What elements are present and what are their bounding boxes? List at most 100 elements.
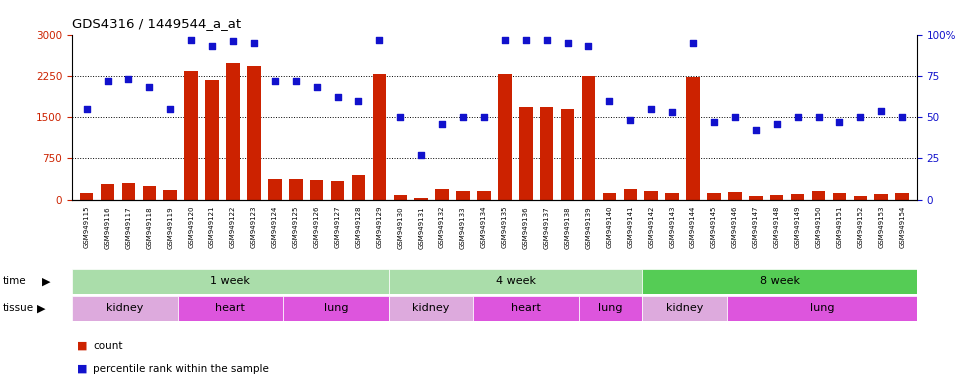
Bar — [227, 63, 240, 200]
Point — [895, 114, 910, 120]
Point — [497, 36, 513, 43]
Bar — [72, 296, 178, 321]
Bar — [644, 192, 658, 200]
Text: kidney: kidney — [413, 303, 449, 313]
Bar — [624, 189, 637, 200]
Point — [476, 114, 492, 120]
Bar — [853, 196, 867, 200]
Bar — [351, 175, 365, 200]
Bar — [163, 190, 177, 200]
Point — [790, 114, 805, 120]
Point — [643, 106, 659, 112]
Text: heart: heart — [215, 303, 246, 313]
Bar — [770, 195, 783, 200]
Text: ▶: ▶ — [42, 276, 51, 286]
Point — [623, 118, 638, 124]
Bar — [812, 191, 826, 200]
Bar — [415, 198, 428, 200]
Bar — [122, 183, 135, 200]
Bar — [80, 193, 93, 200]
Point — [581, 43, 596, 49]
Point — [831, 119, 847, 125]
Point — [350, 98, 366, 104]
Bar — [389, 269, 642, 294]
Bar — [331, 181, 345, 200]
Text: lung: lung — [809, 303, 834, 313]
Bar — [389, 296, 473, 321]
Bar — [579, 296, 642, 321]
Point — [204, 43, 220, 49]
Bar — [519, 107, 533, 200]
Point — [414, 152, 429, 158]
Bar — [289, 179, 302, 200]
Text: GDS4316 / 1449544_a_at: GDS4316 / 1449544_a_at — [72, 17, 241, 30]
Bar — [728, 192, 742, 200]
Point — [79, 106, 94, 112]
Text: kidney: kidney — [666, 303, 703, 313]
Bar — [540, 107, 554, 200]
Point — [852, 114, 868, 120]
Bar — [665, 192, 679, 200]
Bar — [561, 109, 574, 200]
Bar — [310, 180, 324, 200]
Bar — [372, 74, 386, 200]
Bar — [473, 296, 579, 321]
Point — [142, 84, 157, 91]
Bar — [708, 193, 721, 200]
Text: tissue: tissue — [3, 303, 34, 313]
Point — [100, 78, 115, 84]
Bar — [498, 74, 512, 200]
Point — [727, 114, 742, 120]
Point — [393, 114, 408, 120]
Point — [664, 109, 680, 115]
Point — [372, 36, 387, 43]
Bar — [205, 80, 219, 200]
Point — [121, 76, 136, 82]
Text: 8 week: 8 week — [759, 276, 800, 286]
Bar — [184, 71, 198, 200]
Point — [769, 121, 784, 127]
Text: ▶: ▶ — [36, 303, 45, 313]
Bar — [603, 193, 616, 200]
Bar — [435, 189, 449, 200]
Bar — [283, 296, 389, 321]
Text: time: time — [3, 276, 27, 286]
Point — [811, 114, 827, 120]
Point — [602, 98, 617, 104]
Text: lung: lung — [324, 303, 348, 313]
Text: count: count — [93, 341, 123, 351]
Point — [874, 108, 889, 114]
Bar — [832, 193, 846, 200]
Point — [560, 40, 575, 46]
Bar — [178, 296, 283, 321]
Point — [162, 106, 178, 112]
Point — [748, 127, 763, 133]
Text: ■: ■ — [77, 341, 87, 351]
Bar — [642, 296, 727, 321]
Bar — [749, 196, 762, 200]
Point — [455, 114, 470, 120]
Point — [685, 40, 701, 46]
Bar — [896, 193, 909, 200]
Point — [247, 40, 262, 46]
Bar — [394, 195, 407, 200]
Point — [518, 36, 534, 43]
Bar — [875, 194, 888, 200]
Text: heart: heart — [511, 303, 541, 313]
Point — [309, 84, 324, 91]
Bar — [686, 77, 700, 200]
Bar — [791, 194, 804, 200]
Point — [435, 121, 450, 127]
Text: 1 week: 1 week — [210, 276, 251, 286]
Point — [707, 119, 722, 125]
Point — [183, 36, 199, 43]
Bar — [268, 179, 281, 200]
Bar — [72, 269, 389, 294]
Point — [330, 94, 346, 100]
Bar — [477, 192, 491, 200]
Text: lung: lung — [598, 303, 623, 313]
Point — [288, 78, 303, 84]
Bar — [143, 186, 156, 200]
Bar — [101, 184, 114, 200]
Point — [226, 38, 241, 44]
